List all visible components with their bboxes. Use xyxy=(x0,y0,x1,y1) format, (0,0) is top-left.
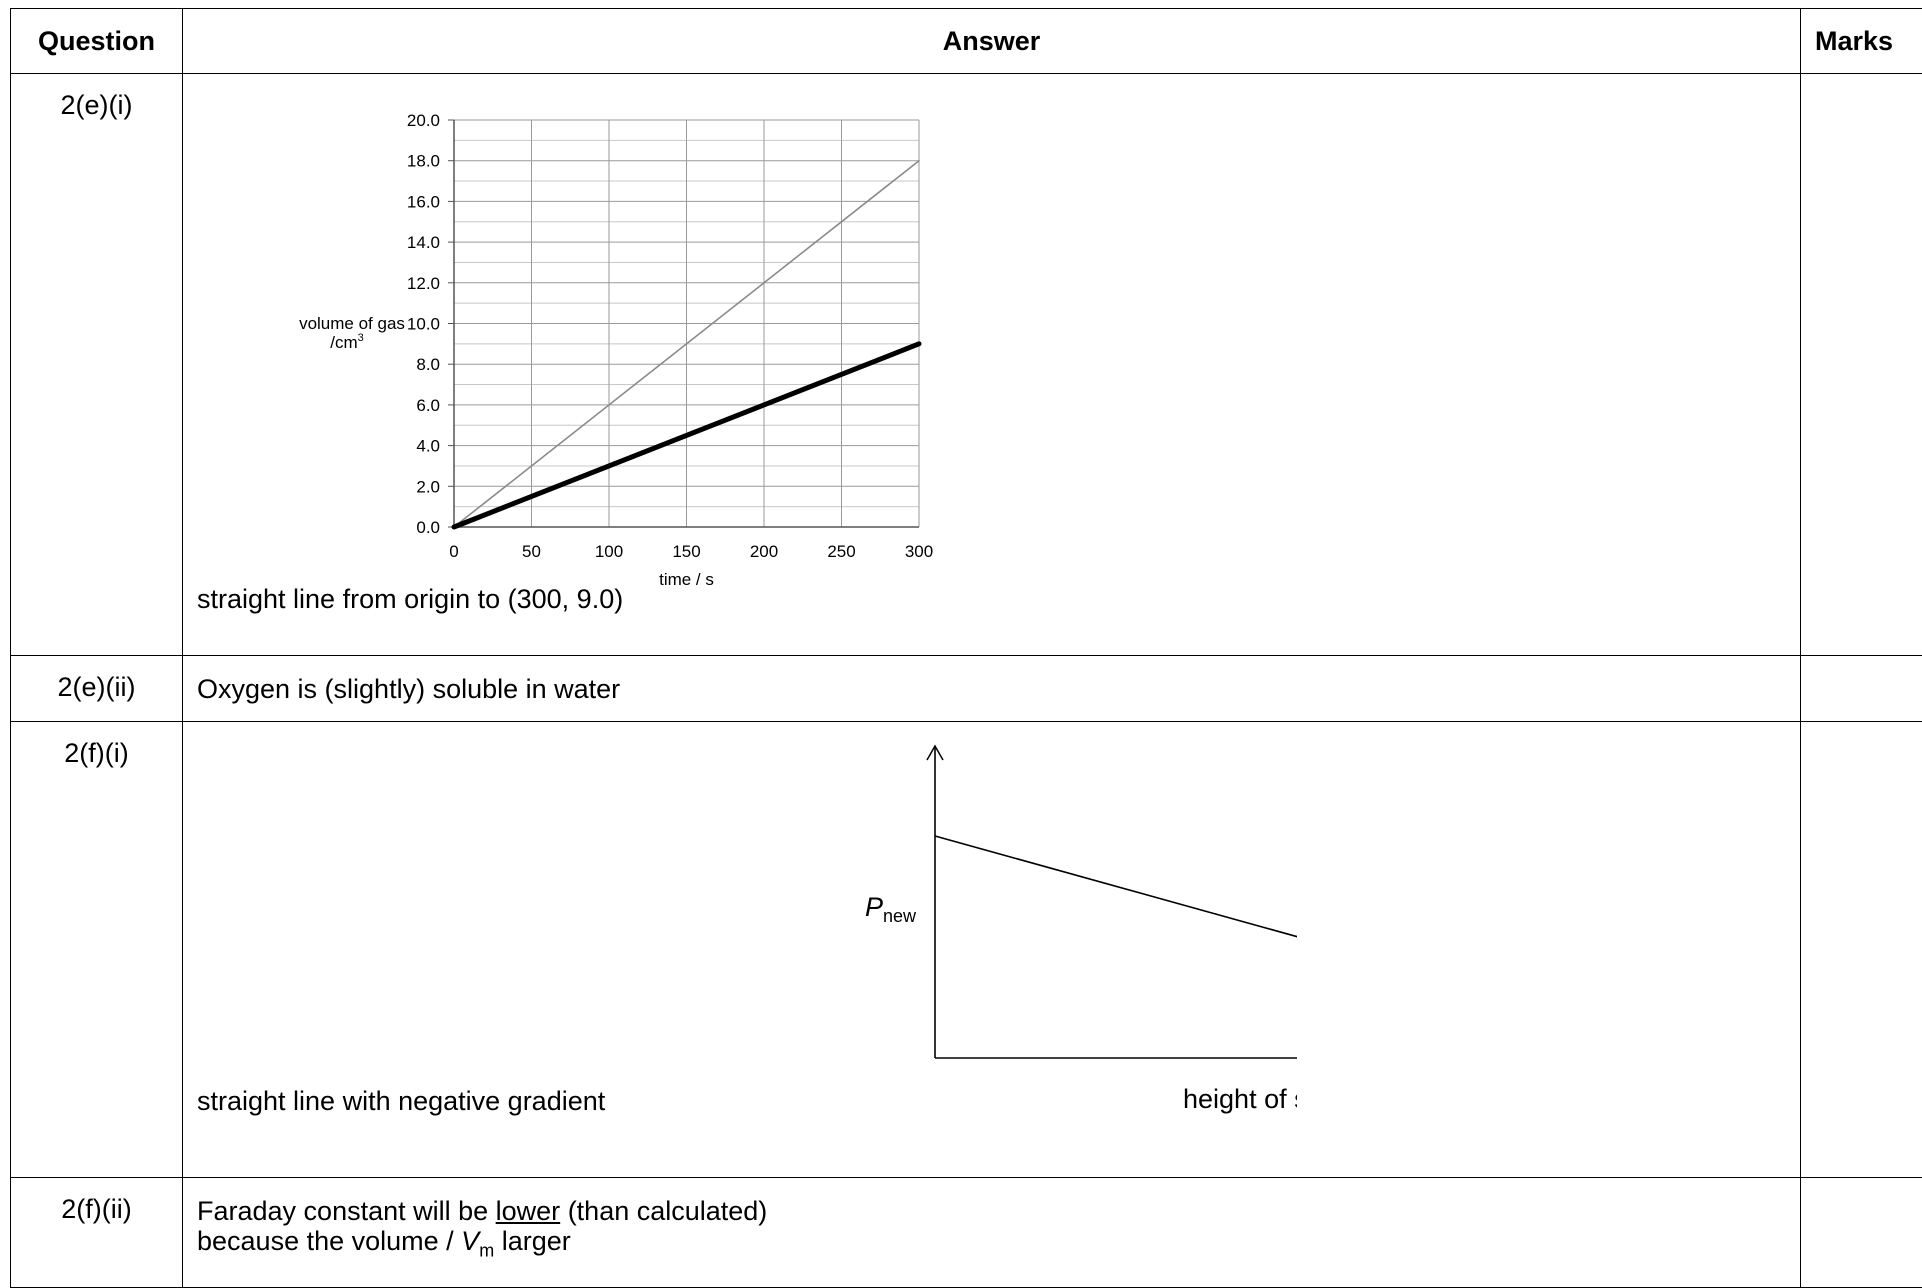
volume-time-chart: 0.0 2.0 4.0 6.0 8.0 10.0 12.0 14.0 16.0 18.0 20.0 0… xyxy=(197,90,957,610)
x-tick-label: 50 xyxy=(522,542,541,561)
question-number: 2(f)(ii) xyxy=(11,1178,183,1288)
x-tick-label: 0 xyxy=(449,542,458,561)
marks-value: 1 xyxy=(1801,74,1922,656)
x-tick-label: 250 xyxy=(827,542,855,561)
header-marks: Marks xyxy=(1801,9,1922,74)
table-row: 2(f)(ii) Faraday constant will be lower … xyxy=(11,1178,1922,1288)
y-axis-label-line1: volume of gas xyxy=(299,314,405,333)
y-axis-label-line2: /cm3 xyxy=(330,332,364,352)
table-row: 2(f)(i) Pnew height of solution straight… xyxy=(11,722,1922,1178)
x-tick-label: 200 xyxy=(750,542,778,561)
question-number: 2(e)(i) xyxy=(11,74,183,656)
sketch-x-label: height of solution xyxy=(1183,1084,1297,1114)
answer-cell: Oxygen is (slightly) soluble in water xyxy=(183,656,1801,722)
y-tick-label: 16.0 xyxy=(407,192,440,211)
marks-value: 1 xyxy=(1801,656,1922,722)
header-question: Question xyxy=(11,9,183,74)
x-tick-label: 150 xyxy=(672,542,700,561)
chart-svg: 0.0 2.0 4.0 6.0 8.0 10.0 12.0 14.0 16.0 18.0 20.0 0… xyxy=(197,90,957,610)
question-number: 2(e)(ii) xyxy=(11,656,183,722)
marks-value: 1 xyxy=(1801,1178,1922,1288)
y-tick-label: 4.0 xyxy=(416,437,440,456)
answer-text: Oxygen is (slightly) soluble in water xyxy=(197,672,1800,706)
header-row: Question Answer Marks xyxy=(11,9,1922,74)
table-row: 2(e)(ii) Oxygen is (slightly) soluble in… xyxy=(11,656,1922,722)
marks-value: 1 xyxy=(1801,722,1922,1178)
x-tick-label: 100 xyxy=(595,542,623,561)
sketch-negative-line xyxy=(935,836,1297,980)
answer-cell: 0.0 2.0 4.0 6.0 8.0 10.0 12.0 14.0 16.0 18.0 20.0 0… xyxy=(183,74,1801,656)
y-tick-label: 12.0 xyxy=(407,274,440,293)
mark-scheme-table: Question Answer Marks 2(e)(i) 0.0 2.0 4.0 6… xyxy=(10,8,1922,1288)
sketch-graph: Pnew height of solution xyxy=(197,738,1297,1118)
y-tick-label: 18.0 xyxy=(407,152,440,171)
sketch-y-label: Pnew xyxy=(865,892,917,926)
answer-line-1: Faraday constant will be lower (than cal… xyxy=(197,1194,1800,1228)
answer-text: straight line with negative gradient xyxy=(197,1084,1800,1118)
question-number: 2(f)(i) xyxy=(11,722,183,1178)
y-tick-label: 2.0 xyxy=(416,477,440,496)
y-tick-label: 6.0 xyxy=(416,396,440,415)
y-tick-label: 8.0 xyxy=(416,355,440,374)
answer-cell: Pnew height of solution straight line wi… xyxy=(183,722,1801,1178)
x-tick-label: 300 xyxy=(905,542,933,561)
x-axis-label: time / s xyxy=(659,570,714,589)
y-tick-label: 14.0 xyxy=(407,233,440,252)
table-row: 2(e)(i) 0.0 2.0 4.0 6.0 8.0 10.0 12.0 14.0 16.0 1… xyxy=(11,74,1922,656)
answer-cell: Faraday constant will be lower (than cal… xyxy=(183,1178,1801,1288)
header-answer: Answer xyxy=(183,9,1801,74)
y-tick-label: 10.0 xyxy=(407,315,440,334)
answer-line-2: because the volume / Vm larger xyxy=(197,1224,1800,1267)
y-tick-label: 0.0 xyxy=(416,518,440,537)
underlined-word: lower xyxy=(496,1196,561,1226)
y-tick-label: 20.0 xyxy=(407,111,440,130)
